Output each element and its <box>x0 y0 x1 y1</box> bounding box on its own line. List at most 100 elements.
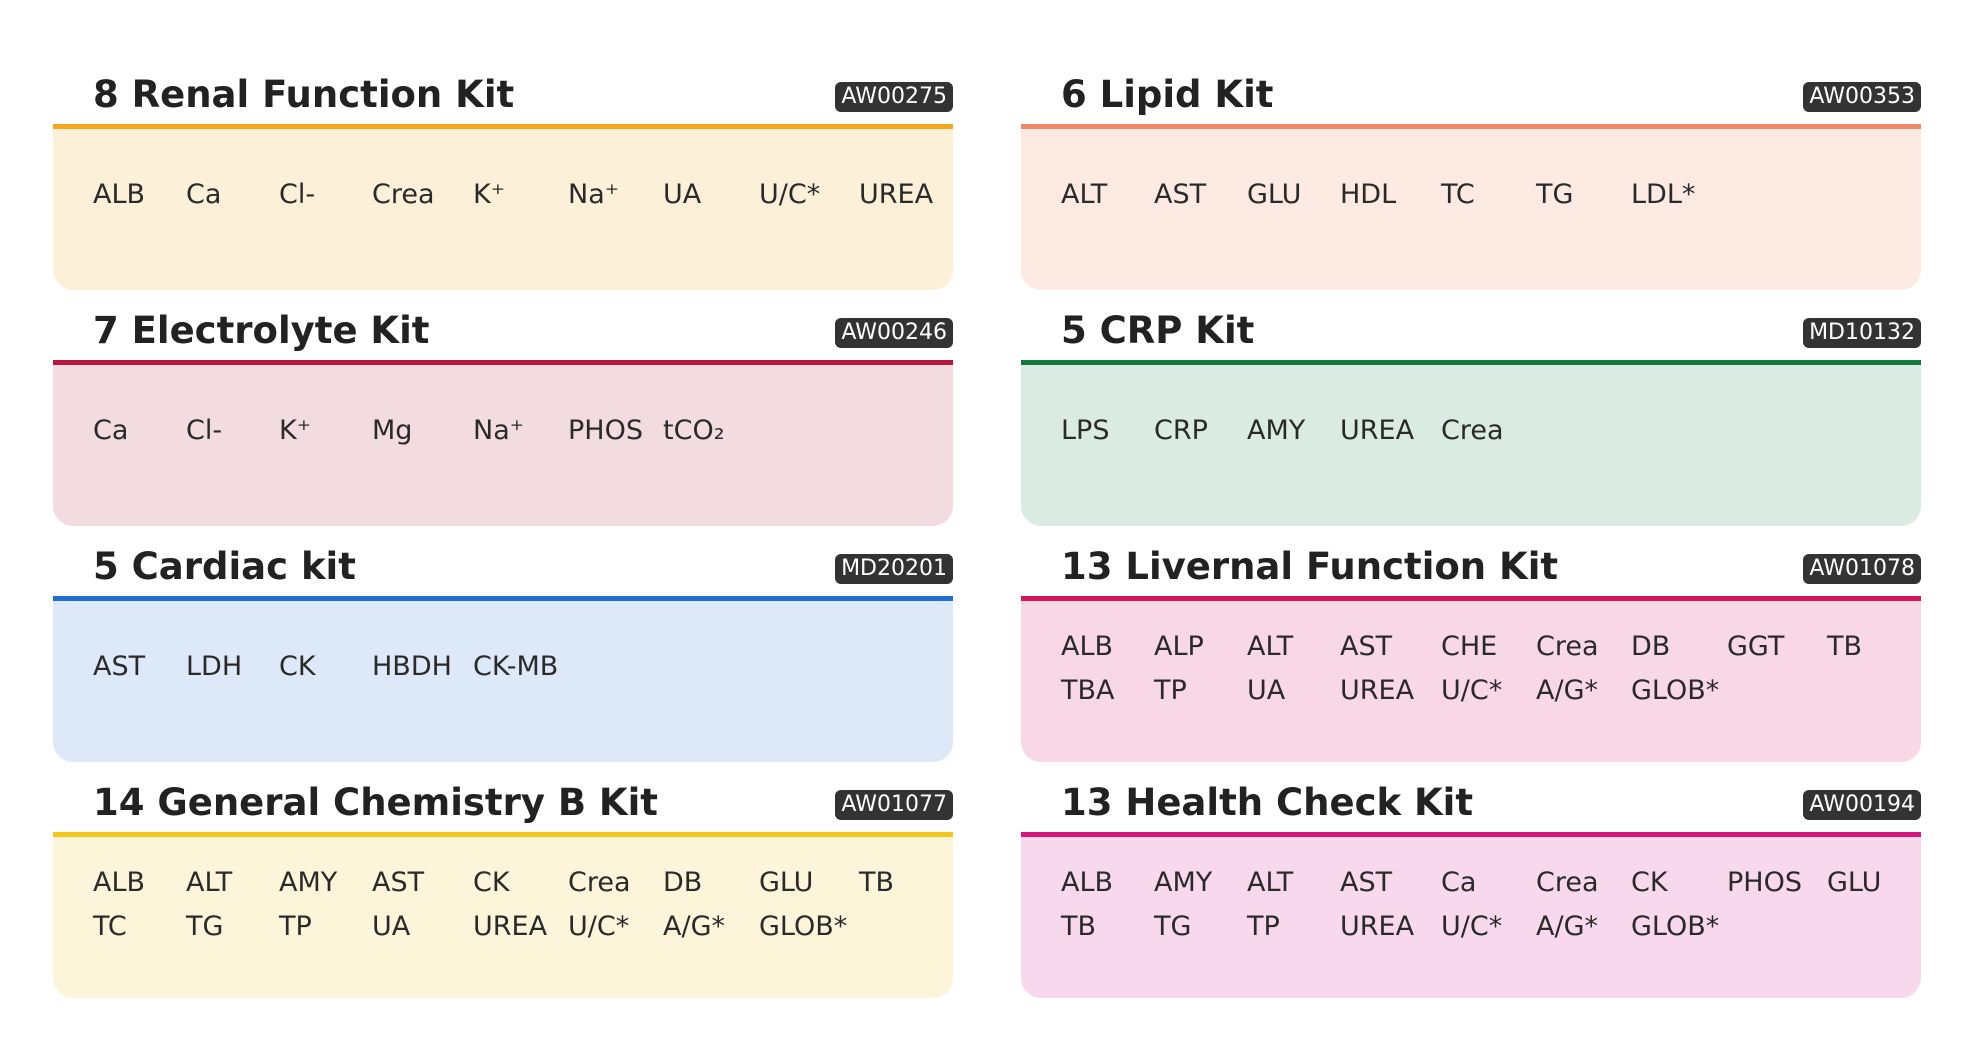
test-item: TB <box>859 867 895 898</box>
kit-card: ALB AMY ALT AST Ca Crea CK PHOS GLU TB TG TP UREA U/C… <box>1021 837 1921 998</box>
test-item: GLOB* <box>1631 675 1720 706</box>
test-item: TC <box>1441 179 1475 210</box>
kit-title: 14 General Chemistry B Kit <box>93 781 658 824</box>
kit-code: AW00275 <box>835 82 953 112</box>
test-item: CHE <box>1441 631 1498 662</box>
test-item: Na⁺ <box>568 179 619 210</box>
test-item: AST <box>93 651 146 682</box>
test-item: ALT <box>186 867 233 898</box>
test-item: UREA <box>1340 415 1415 446</box>
test-item: A/G* <box>1536 675 1598 706</box>
test-item: UA <box>663 179 702 210</box>
test-item: GGT <box>1727 631 1785 662</box>
test-item: AST <box>1340 867 1393 898</box>
test-item: CK <box>1631 867 1668 898</box>
test-item: UREA <box>1340 911 1415 942</box>
test-item: CK <box>473 867 510 898</box>
kit-divider <box>1021 596 1921 601</box>
test-item: AST <box>1340 631 1393 662</box>
test-item: ALT <box>1061 179 1108 210</box>
kit-code: AW00194 <box>1803 790 1921 820</box>
test-item: AMY <box>1247 415 1306 446</box>
test-item: GLU <box>1247 179 1302 210</box>
test-item: TC <box>93 911 127 942</box>
test-item: TP <box>279 911 312 942</box>
test-item: HBDH <box>372 651 452 682</box>
test-item: TB <box>1061 911 1097 942</box>
test-item: PHOS <box>1727 867 1802 898</box>
kit-title: 13 Livernal Function Kit <box>1061 545 1559 588</box>
test-item: ALT <box>1247 631 1294 662</box>
test-item: Ca <box>186 179 222 210</box>
kit-panel: 13 Health Check Kit AW00194 ALB AMY ALT AST Ca… <box>1021 778 1921 998</box>
kit-card: LPS CRP AMY UREA Crea <box>1021 365 1921 526</box>
test-item: CRP <box>1154 415 1208 446</box>
test-item: AMY <box>279 867 338 898</box>
test-item: UREA <box>1340 675 1415 706</box>
test-item: HDL <box>1340 179 1397 210</box>
test-item: U/C* <box>759 179 821 210</box>
test-item: tCO₂ <box>663 415 725 446</box>
kit-divider <box>1021 360 1921 365</box>
test-item: K⁺ <box>279 415 311 446</box>
test-item: Ca <box>93 415 129 446</box>
test-item: DB <box>1631 631 1671 662</box>
kit-divider <box>53 832 953 837</box>
test-item: A/G* <box>1536 911 1598 942</box>
kit-title: 8 Renal Function Kit <box>93 73 515 116</box>
test-item: ALB <box>1061 631 1114 662</box>
test-item: K⁺ <box>473 179 505 210</box>
test-item: Crea <box>1536 631 1599 662</box>
test-item: TG <box>1154 911 1192 942</box>
test-item: TP <box>1154 675 1187 706</box>
kit-panel: 13 Livernal Function Kit AW01078 ALB ALP ALT… <box>1021 542 1921 762</box>
test-item: PHOS <box>568 415 643 446</box>
kit-title: 5 Cardiac kit <box>93 545 356 588</box>
test-item: UA <box>372 911 411 942</box>
kit-title: 7 Electrolyte Kit <box>93 309 430 352</box>
test-item: AST <box>372 867 425 898</box>
kit-divider <box>1021 124 1921 129</box>
kit-panel: 14 General Chemistry B Kit AW01077 ALB ALT A… <box>53 778 953 998</box>
test-item: Crea <box>1441 415 1504 446</box>
kit-divider <box>1021 832 1921 837</box>
test-item: AST <box>1154 179 1207 210</box>
test-item: Crea <box>568 867 631 898</box>
test-item: ALB <box>1061 867 1114 898</box>
test-item: TP <box>1247 911 1280 942</box>
kit-card: ALB Ca Cl- Crea K⁺ Na⁺ UA U/C* UREA <box>53 129 953 290</box>
kit-divider <box>53 124 953 129</box>
test-item: GLOB* <box>1631 911 1720 942</box>
kit-panel: 5 CRP Kit MD10132 LPS CRP AMY UREA Crea <box>1021 306 1921 526</box>
test-item: TBA <box>1061 675 1115 706</box>
test-item: Na⁺ <box>473 415 524 446</box>
kit-title: 13 Health Check Kit <box>1061 781 1474 824</box>
kit-code: AW01077 <box>835 790 953 820</box>
test-item: Crea <box>1536 867 1599 898</box>
kit-card: ALB ALT AMY AST CK Crea DB GLU TB TC TG TP UA UREA U/C… <box>53 837 953 998</box>
test-item: ALT <box>1247 867 1294 898</box>
kit-card: AST LDH CK HBDH CK-MB <box>53 601 953 762</box>
kit-code: MD10132 <box>1803 318 1921 348</box>
kit-code: AW01078 <box>1803 554 1921 584</box>
test-item: CK <box>279 651 316 682</box>
test-item: Ca <box>1441 867 1477 898</box>
test-item: ALB <box>93 179 146 210</box>
test-item: ALB <box>93 867 146 898</box>
test-item: UREA <box>473 911 548 942</box>
test-item: U/C* <box>1441 911 1503 942</box>
test-item: LDH <box>186 651 243 682</box>
kit-code: MD20201 <box>835 554 953 584</box>
test-item: GLU <box>759 867 814 898</box>
test-item: DB <box>663 867 703 898</box>
kit-panel: 6 Lipid Kit AW00353 ALT AST GLU HDL TC TG LDL* <box>1021 70 1921 290</box>
kit-code: AW00353 <box>1803 82 1921 112</box>
test-item: UA <box>1247 675 1286 706</box>
kit-card: ALB ALP ALT AST CHE Crea DB GGT TB TBA TP UA UREA U/C… <box>1021 601 1921 762</box>
kit-panel: 5 Cardiac kit MD20201 AST LDH CK HBDH CK-MB <box>53 542 953 762</box>
kit-title: 5 CRP Kit <box>1061 309 1255 352</box>
test-item: Cl- <box>186 415 223 446</box>
test-item: CK-MB <box>473 651 559 682</box>
kit-divider <box>53 596 953 601</box>
